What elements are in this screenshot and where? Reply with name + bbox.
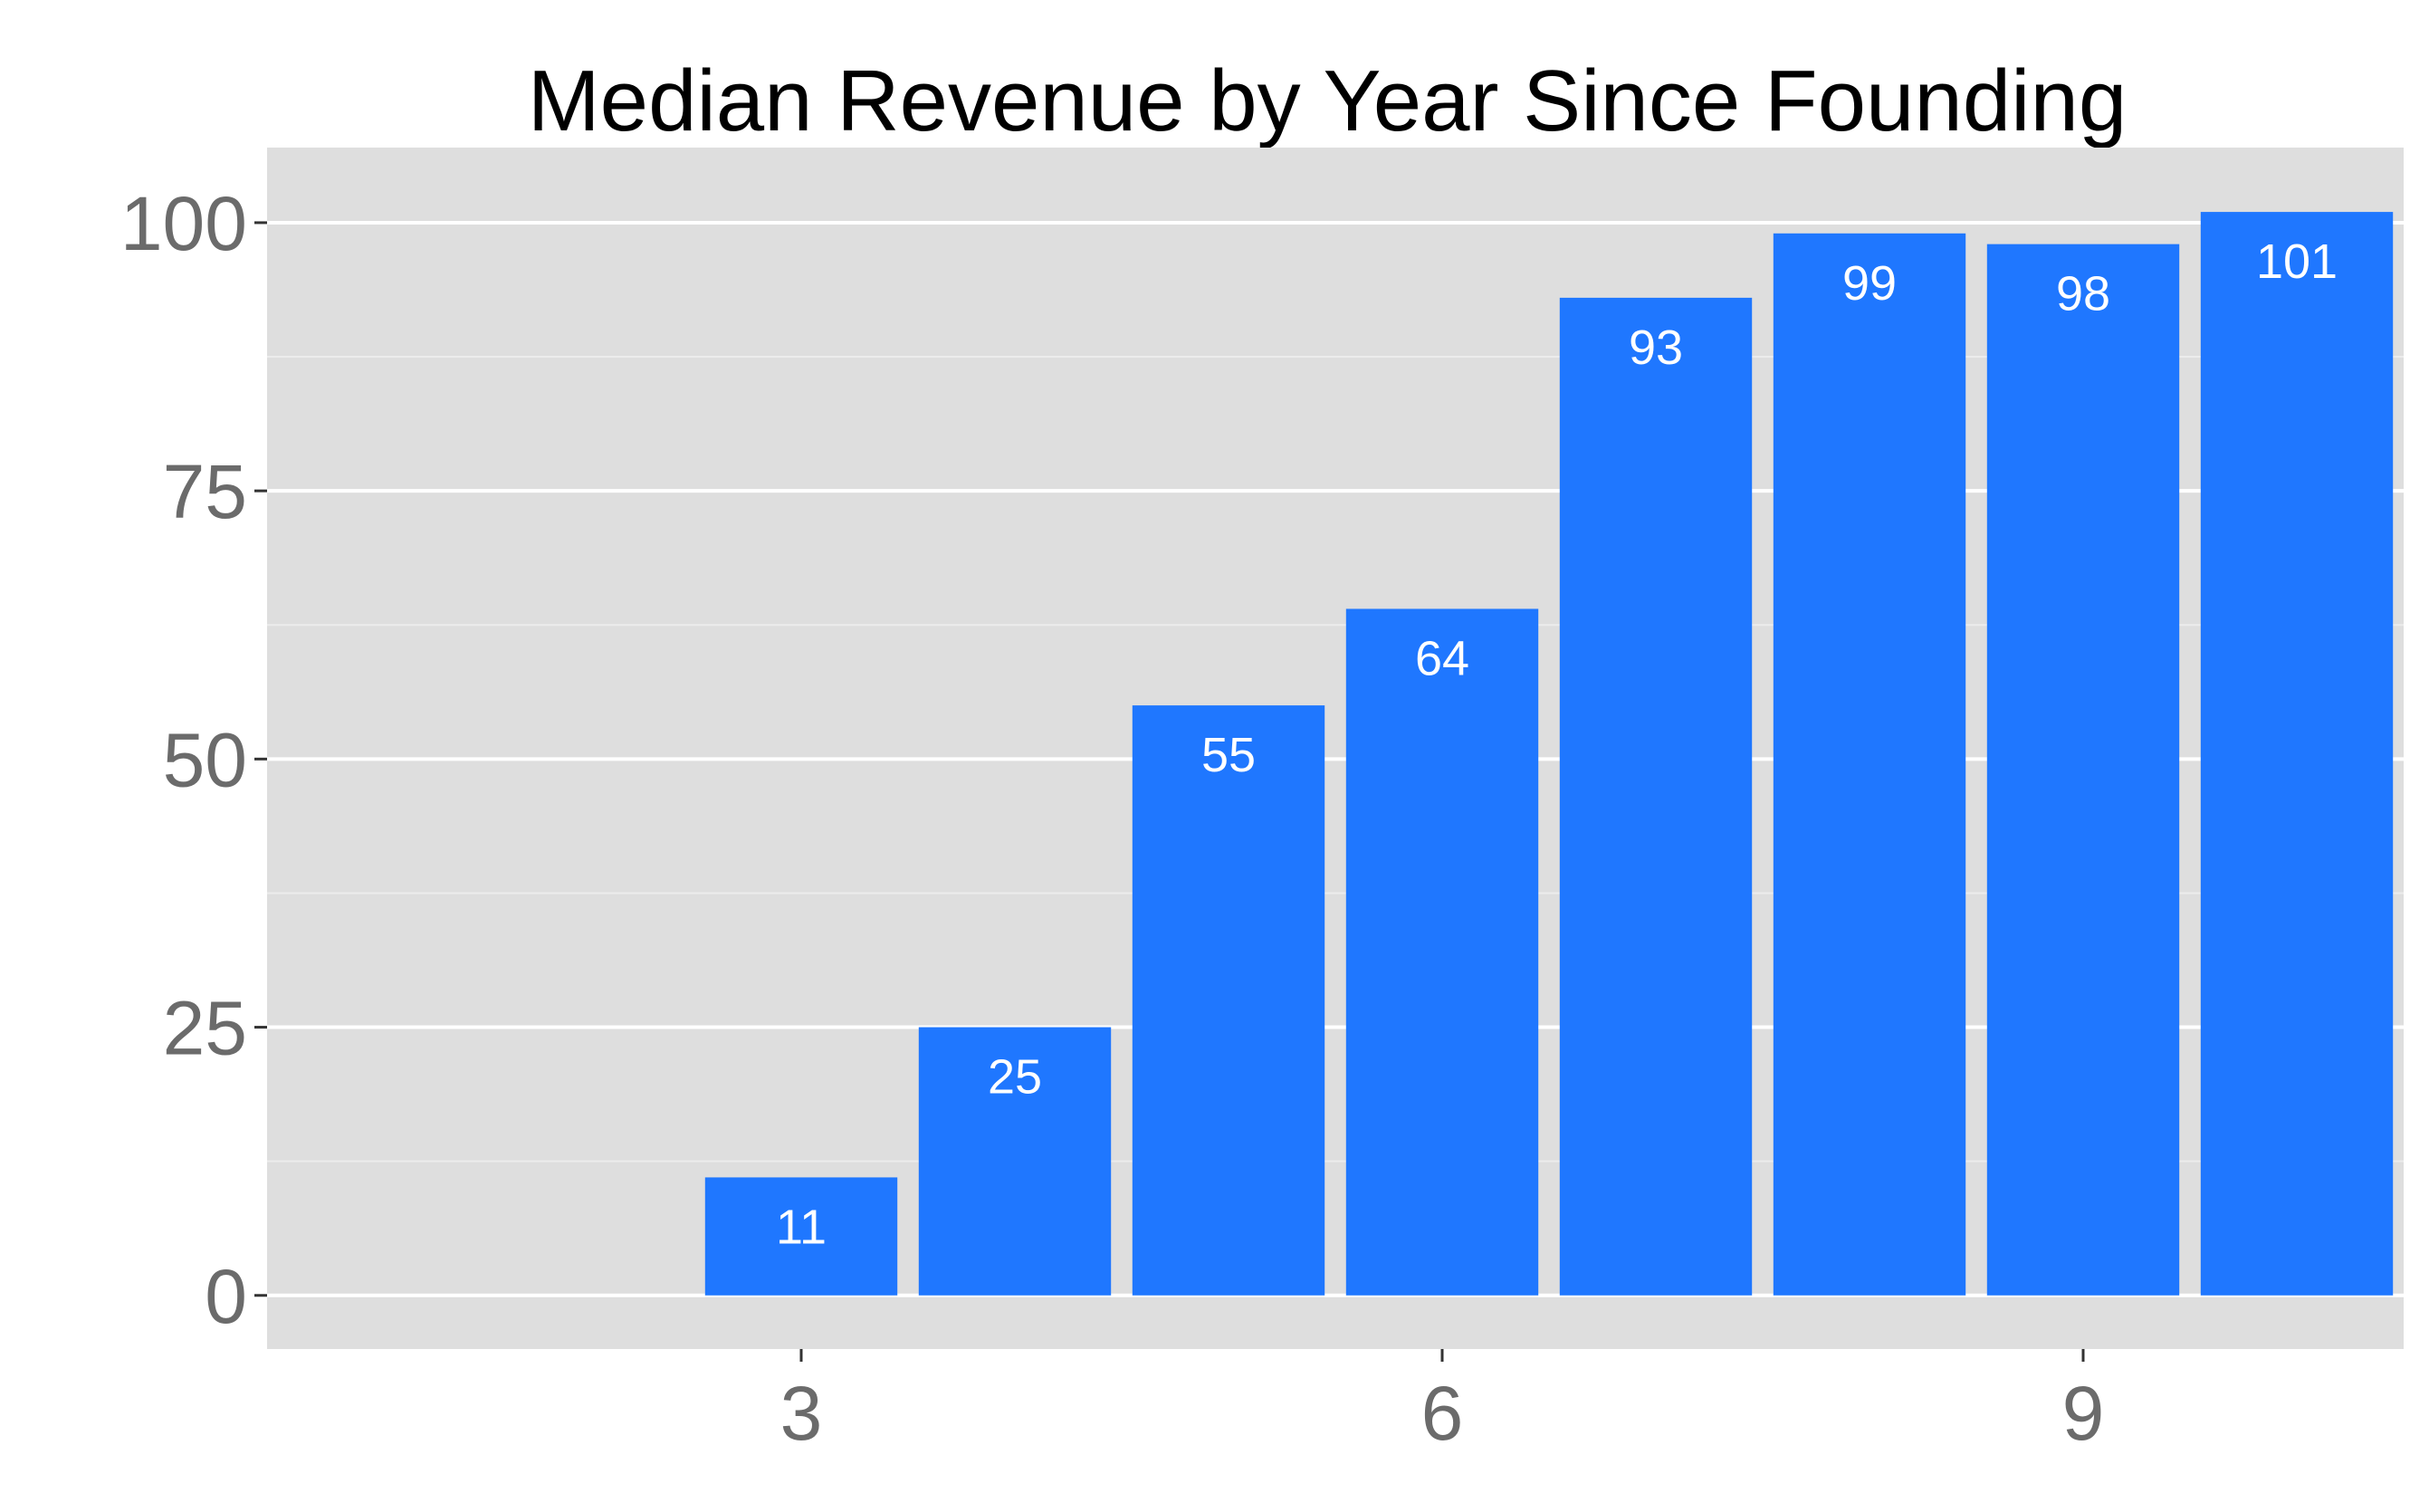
data-label: 64: [1415, 631, 1469, 685]
x-tick-label: 3: [780, 1371, 823, 1456]
bar: [1346, 608, 1538, 1295]
data-label: 99: [1842, 256, 1897, 311]
y-tick-label: 100: [120, 181, 247, 266]
data-label: 93: [1629, 321, 1683, 375]
bar-chart: Median Revenue by Year Since Founding 11…: [0, 0, 2429, 1512]
chart-title: Median Revenue by Year Since Founding: [528, 53, 2128, 149]
y-tick-label: 25: [163, 986, 247, 1071]
data-label: 55: [1201, 728, 1256, 782]
x-tick-label: 6: [1421, 1371, 1464, 1456]
y-tick-label: 75: [163, 449, 247, 534]
data-label: 101: [2256, 234, 2338, 289]
data-label: 11: [776, 1200, 827, 1254]
bar: [1774, 234, 1965, 1296]
data-label: 98: [2056, 267, 2110, 321]
y-axis: 0 25 50 75 100: [120, 181, 267, 1339]
x-axis: 3 6 9: [780, 1349, 2105, 1456]
data-label: 25: [988, 1050, 1042, 1105]
y-tick-label: 0: [205, 1254, 247, 1339]
bar: [2201, 212, 2393, 1296]
bar: [1133, 705, 1324, 1296]
bar: [1987, 244, 2179, 1296]
bar: [1560, 298, 1752, 1296]
chart-container: Median Revenue by Year Since Founding 11…: [0, 0, 2429, 1512]
y-tick-label: 50: [163, 717, 247, 802]
x-tick-label: 9: [2062, 1371, 2105, 1456]
